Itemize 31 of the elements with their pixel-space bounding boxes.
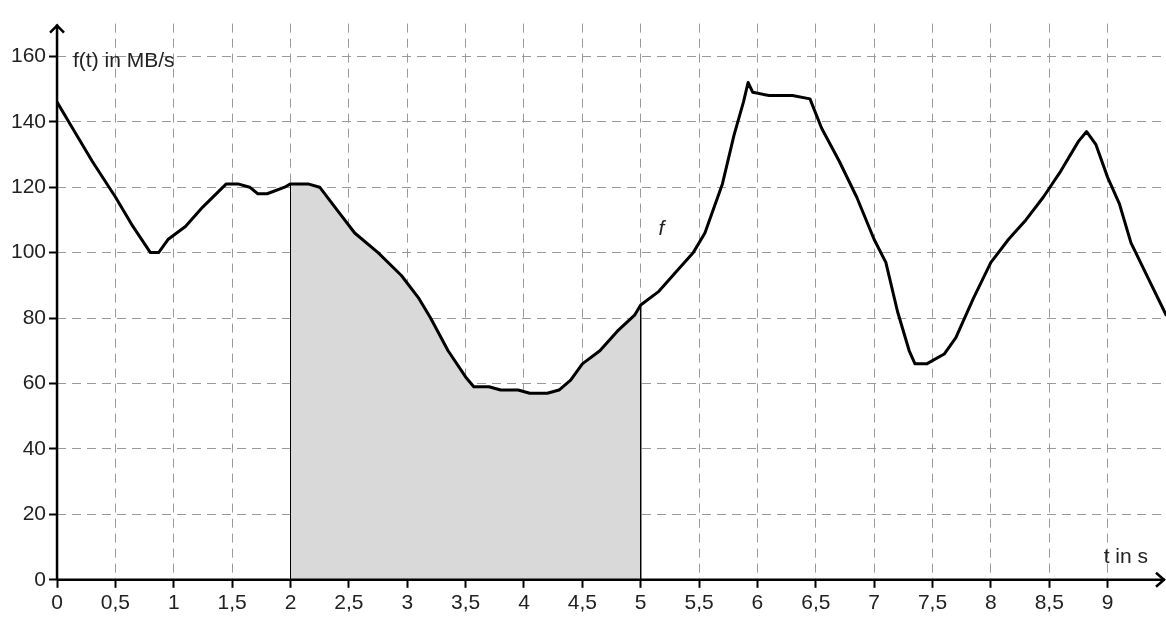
y-tick-label: 0 xyxy=(34,566,47,590)
x-tick-label: 3,5 xyxy=(451,590,481,614)
x-tick-label: 1 xyxy=(167,590,180,614)
x-tick-label: 9 xyxy=(1101,590,1114,614)
x-tick-label: 7,5 xyxy=(917,590,948,614)
y-tick-label: 40 xyxy=(22,435,47,459)
y-tick-label: 80 xyxy=(22,304,47,328)
x-tick-label: 3 xyxy=(401,590,414,614)
x-tick-label: 0,5 xyxy=(100,590,131,614)
x-tick-label: 7 xyxy=(868,590,881,614)
x-tick-label: 0 xyxy=(51,590,63,614)
x-tick-label: 1,5 xyxy=(217,590,247,614)
annotation: f xyxy=(658,216,667,240)
y-tick-label: 100 xyxy=(10,239,47,263)
y-tick-label: 20 xyxy=(22,501,47,525)
x-tick-label: 4 xyxy=(518,590,531,614)
x-tick-label: 6,5 xyxy=(801,590,831,614)
x-tick-label: 5 xyxy=(634,590,647,614)
y-axis-title: f(t) in MB/s xyxy=(73,48,175,72)
x-tick-label: 2 xyxy=(284,590,297,614)
x-tick-label: 8 xyxy=(985,590,997,614)
y-tick-label: 120 xyxy=(10,173,47,197)
x-tick-label: 8,5 xyxy=(1034,590,1064,614)
y-tick-label: 60 xyxy=(22,370,47,394)
x-axis-title: t in s xyxy=(1103,544,1148,568)
y-tick-label: 160 xyxy=(10,43,47,67)
y-tick-label: 140 xyxy=(10,108,47,132)
x-tick-label: 2,5 xyxy=(334,590,364,614)
x-tick-label: 6 xyxy=(751,590,764,614)
x-tick-label: 5,5 xyxy=(684,590,714,614)
x-tick-label: 4,5 xyxy=(567,590,597,614)
